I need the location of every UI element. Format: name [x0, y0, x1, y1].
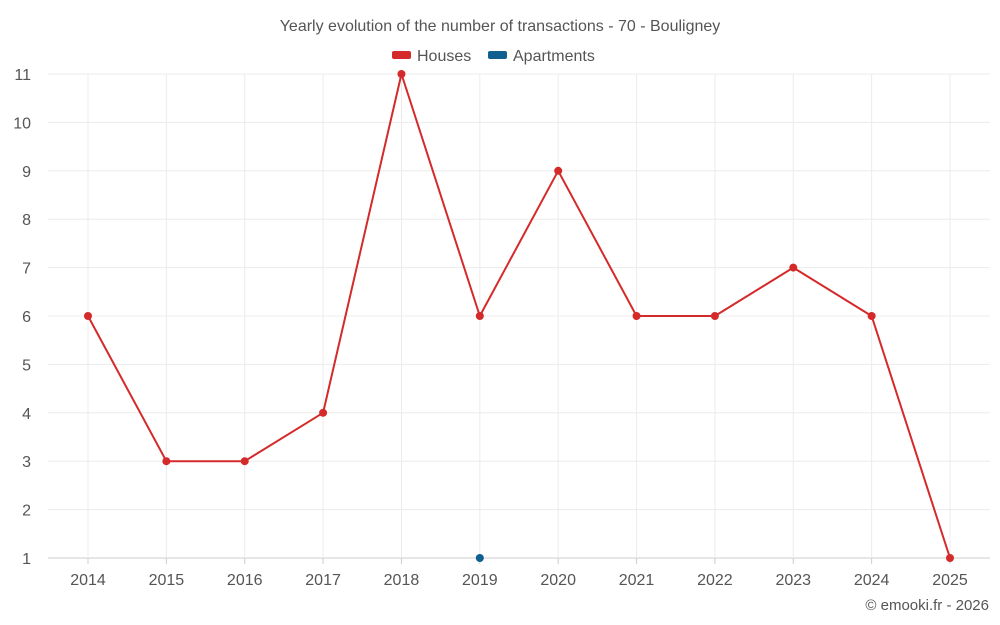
x-tick-label: 2016 — [227, 572, 263, 589]
y-tick-label: 2 — [22, 503, 31, 520]
data-point-houses[interactable] — [162, 457, 171, 466]
x-tick-label: 2017 — [305, 572, 341, 589]
x-tick-label: 2022 — [697, 572, 733, 589]
grid — [48, 73, 990, 559]
legend-item-apartments[interactable]: Apartments — [488, 48, 595, 65]
y-tick-label: 5 — [22, 357, 31, 374]
y-tick-label: 6 — [22, 309, 31, 326]
data-point-houses[interactable] — [475, 312, 484, 320]
data-point-houses[interactable] — [946, 554, 954, 562]
x-tick-label: 2019 — [462, 572, 498, 589]
data-point-houses[interactable] — [867, 312, 876, 320]
data-point-houses[interactable] — [397, 70, 406, 78]
legend-label: Apartments — [513, 48, 595, 65]
copyright-text: © emooki.fr - 2026 — [865, 597, 989, 614]
y-tick-label: 4 — [22, 406, 31, 423]
series-layer — [84, 70, 954, 562]
legend-label: Houses — [417, 48, 471, 65]
x-tick-label: 2015 — [149, 572, 185, 589]
data-point-houses[interactable] — [554, 166, 563, 175]
y-tick-label: 3 — [22, 454, 31, 471]
data-point-houses[interactable] — [710, 312, 719, 320]
y-tick-label: 9 — [22, 164, 31, 181]
legend-swatch — [392, 51, 411, 59]
axes: 1 2 3 4 5 6 7 8 9 10 11 2014 2015 2016 2017 2018 2019 202… — [13, 67, 968, 589]
x-tick-label: 2014 — [70, 572, 106, 589]
y-tick-label: 7 — [22, 261, 31, 278]
data-point-houses[interactable] — [632, 312, 641, 320]
data-point-houses[interactable] — [789, 263, 798, 272]
data-point-apartments[interactable] — [475, 554, 484, 562]
x-tick-label: 2020 — [540, 572, 576, 589]
data-point-houses[interactable] — [84, 312, 92, 320]
x-tick-label: 2024 — [854, 572, 890, 589]
legend[interactable]: Houses Apartments — [392, 48, 595, 65]
legend-swatch — [488, 51, 507, 59]
x-tick-label: 2023 — [775, 572, 811, 589]
chart-title: Yearly evolution of the number of transa… — [280, 18, 721, 35]
y-tick-label: 10 — [13, 115, 31, 132]
x-tick-label: 2018 — [384, 572, 420, 589]
y-tick-label: 8 — [22, 212, 31, 229]
x-tick-label: 2025 — [932, 572, 968, 589]
series-line-houses — [87, 73, 951, 559]
data-point-houses[interactable] — [240, 457, 249, 466]
y-tick-label: 1 — [22, 551, 31, 568]
data-point-houses[interactable] — [319, 408, 328, 417]
x-tick-label: 2021 — [619, 572, 655, 589]
legend-item-houses[interactable]: Houses — [392, 48, 471, 65]
y-tick-label: 11 — [14, 67, 31, 84]
